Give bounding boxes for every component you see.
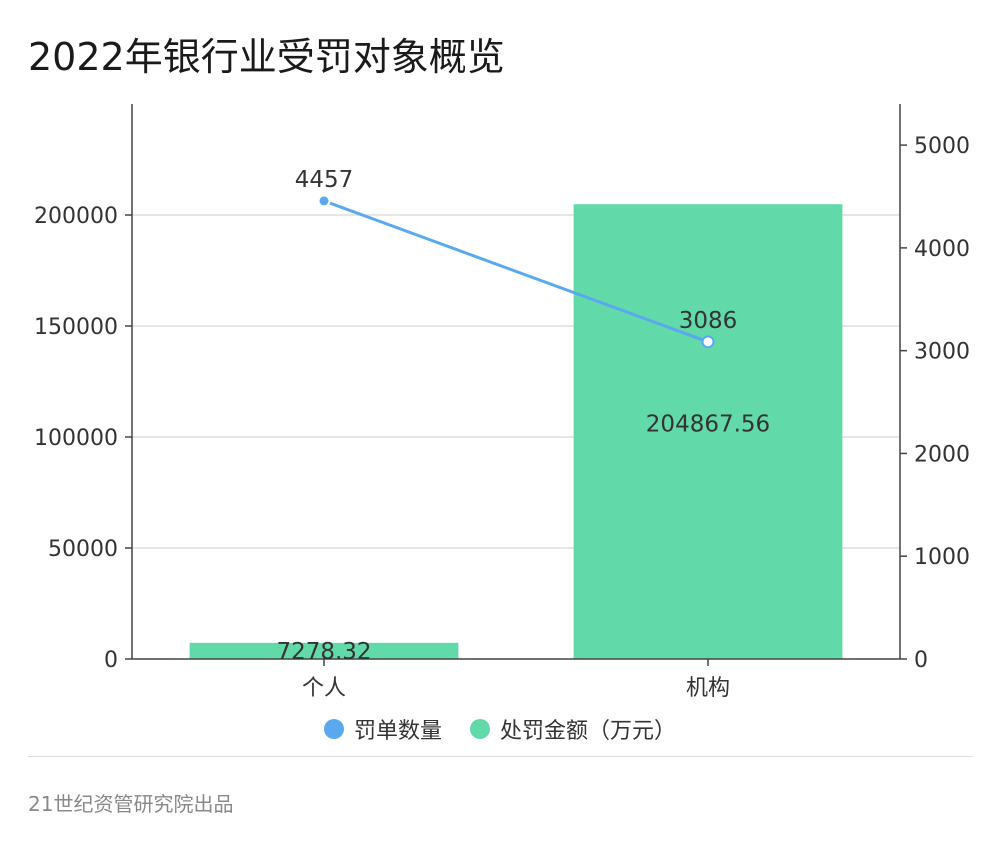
combo-chart: 0 50000 100000 150000 200000 0 1000 2000 3000 400… <box>34 104 970 701</box>
legend-item-line[interactable]: 罚单数量 <box>323 713 442 745</box>
left-tick-label: 150000 <box>34 315 118 340</box>
line-series <box>317 194 715 349</box>
data-labels: 4457 3086 7278.32 204867.56 <box>276 167 770 665</box>
line-point-机构[interactable] <box>701 335 715 349</box>
line-path <box>323 199 709 344</box>
bar-series <box>189 204 843 659</box>
x-tick-label: 机构 <box>686 676 730 701</box>
line-value-label: 3086 <box>679 308 738 334</box>
right-tick-label: 4000 <box>914 237 970 262</box>
legend: 罚单数量 处罚金额（万元） <box>0 712 1000 746</box>
right-tick-label: 1000 <box>914 545 970 570</box>
axes: 0 50000 100000 150000 200000 0 1000 2000 3000 400… <box>34 104 970 701</box>
left-tick-label: 200000 <box>34 204 118 229</box>
right-tick-label: 5000 <box>914 134 970 159</box>
bar-value-label: 7278.32 <box>276 639 371 665</box>
right-tick-label: 3000 <box>914 340 970 365</box>
legend-label-bar: 处罚金额（万元） <box>500 719 677 744</box>
legend-label-line: 罚单数量 <box>353 719 442 744</box>
footer-credit: 21世纪资管研究院出品 <box>28 792 234 816</box>
right-tick-label: 2000 <box>914 442 970 467</box>
legend-marker-line <box>323 719 344 739</box>
left-tick-label: 0 <box>104 648 118 673</box>
footer-divider <box>28 756 973 757</box>
left-tick-label: 50000 <box>48 537 118 562</box>
chart-title: 2022年银行业受罚对象概览 <box>28 35 505 79</box>
line-point-个人[interactable] <box>317 194 331 208</box>
legend-marker-bar <box>470 719 490 739</box>
bar-个人[interactable] <box>189 642 459 659</box>
bar-value-label: 204867.56 <box>646 412 770 438</box>
legend-item-bar[interactable]: 处罚金额（万元） <box>470 713 676 745</box>
left-tick-label: 100000 <box>34 426 118 451</box>
right-tick-label: 0 <box>914 648 928 673</box>
x-tick-label: 个人 <box>302 676 346 701</box>
bar-机构[interactable] <box>573 204 843 659</box>
line-value-label: 4457 <box>295 167 354 193</box>
